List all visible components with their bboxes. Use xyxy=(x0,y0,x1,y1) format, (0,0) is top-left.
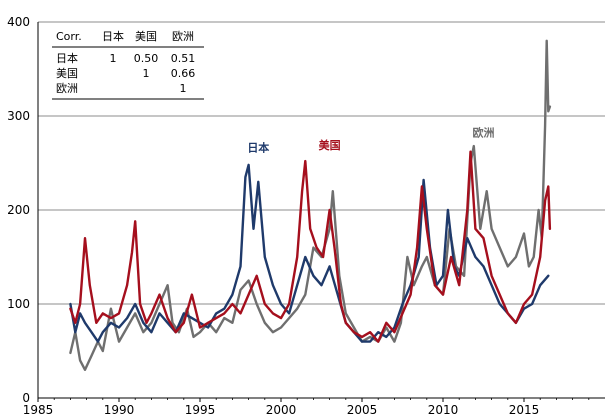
table-background xyxy=(44,26,204,100)
y-tick-label: 400 xyxy=(7,15,30,29)
y-tick-label: 300 xyxy=(7,109,30,123)
series-label: 欧洲 xyxy=(473,126,495,140)
x-tick-label: 2015 xyxy=(509,403,540,417)
series-label: 日本 xyxy=(247,141,269,155)
series-line xyxy=(69,39,552,371)
y-tick-label: 200 xyxy=(7,203,30,217)
x-tick-label: 2005 xyxy=(347,403,378,417)
table-cell: 0.50 xyxy=(134,52,159,65)
y-tick-label: 0 xyxy=(22,391,30,405)
x-tick-label: 2010 xyxy=(428,403,459,417)
table-header-cell: 美国 xyxy=(135,30,157,43)
x-tick-label: 1995 xyxy=(185,403,216,417)
series-layer xyxy=(69,39,552,371)
table-cell: 0.51 xyxy=(171,52,196,65)
series-labels: 日本 美国 欧洲 xyxy=(247,126,494,155)
tick-labels: 0 100 200 300 400 1985 1990 1995 2000 2005 2010 201… xyxy=(7,15,539,417)
table-cell: 0.66 xyxy=(171,67,196,80)
x-tick-label: 1990 xyxy=(104,403,135,417)
x-tick-label: 2000 xyxy=(266,403,297,417)
y-tick-label: 100 xyxy=(7,297,30,311)
axes xyxy=(37,22,605,402)
table-cell: 1 xyxy=(110,52,117,65)
x-tick-label: 1985 xyxy=(23,403,54,417)
table-header-cell: Corr. xyxy=(56,30,82,43)
series-label: 美国 xyxy=(319,138,341,152)
table-cell: 欧洲 xyxy=(56,82,78,95)
table-cell: 美国 xyxy=(56,67,78,80)
table-cell: 1 xyxy=(143,67,150,80)
table-cell: 日本 xyxy=(56,51,78,65)
table-header-cell: 欧洲 xyxy=(172,30,194,43)
gridlines xyxy=(38,21,605,305)
table-header-cell: 日本 xyxy=(102,29,124,43)
series-line xyxy=(69,150,552,343)
table-cell: 1 xyxy=(180,82,187,95)
